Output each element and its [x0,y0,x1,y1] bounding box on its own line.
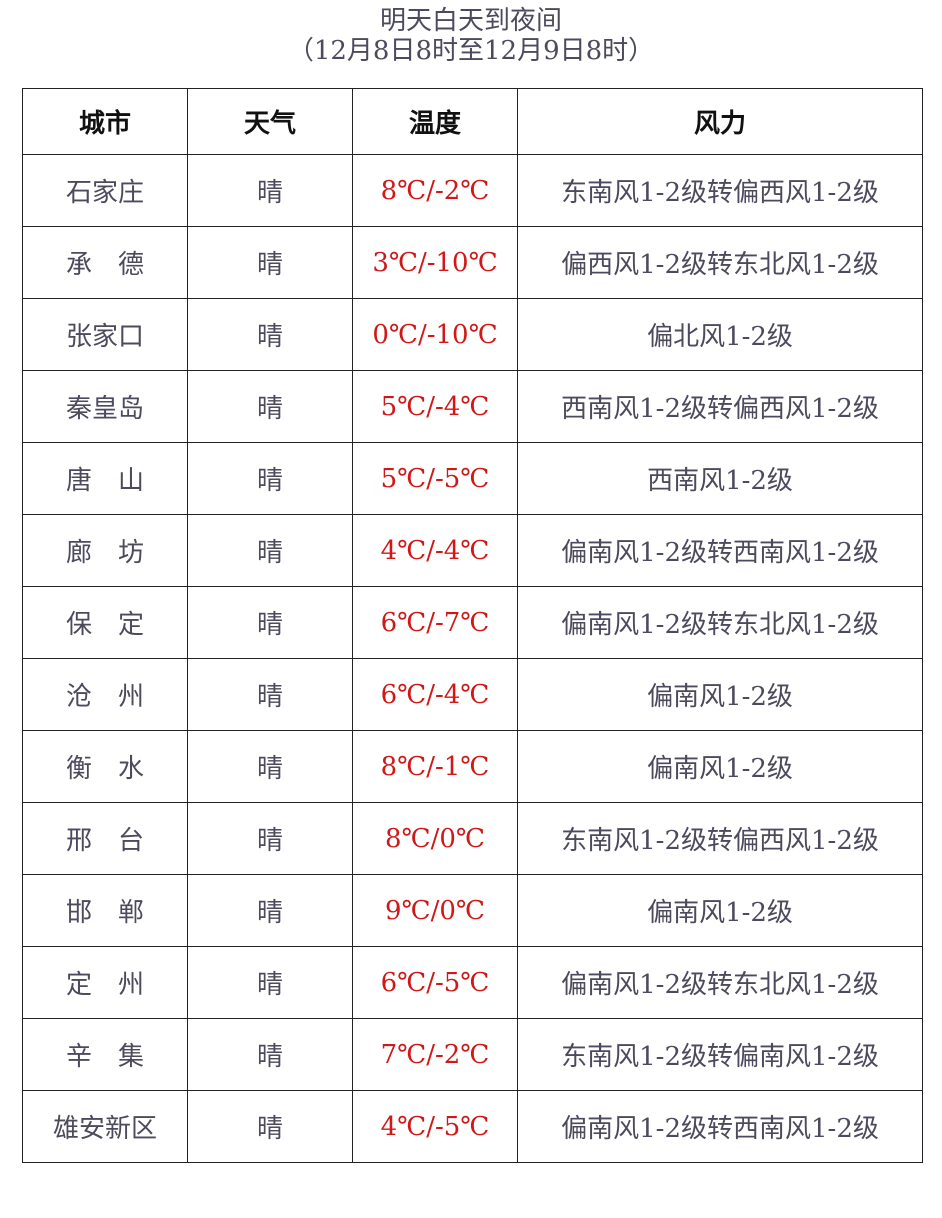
table-row: 邯 郸晴 9℃/0℃ 偏南风1-2级 [22,874,923,947]
cell-weather: 晴 [187,370,353,443]
cell-weather: 晴 [187,1018,353,1091]
cell-wind: 偏南风1-2级转东北风1-2级 [517,946,923,1019]
table-row: 衡 水晴 8℃/-1℃ 偏南风1-2级 [22,730,923,803]
cell-weather: 晴 [187,226,353,299]
cell-wind: 东南风1-2级转偏西风1-2级 [517,154,923,227]
table-row: 辛 集晴 7℃/-2℃ 东南风1-2级转偏南风1-2级 [22,1018,923,1091]
cell-weather: 晴 [187,658,353,731]
cell-city: 邢 台 [22,802,188,875]
cell-wind: 东南风1-2级转偏南风1-2级 [517,1018,923,1091]
cell-wind: 偏西风1-2级转东北风1-2级 [517,226,923,299]
cell-city: 辛 集 [22,1018,188,1091]
weather-table: 城市 天气 温度 风力 石家庄晴 8℃/-2℃ 东南风1-2级转偏西风1-2级承 德… [22,88,923,1163]
cell-city: 沧 州 [22,658,188,731]
cell-temperature: 8℃/-2℃ [352,154,518,227]
cell-wind: 偏南风1-2级 [517,658,923,731]
cell-city: 张家口 [22,298,188,371]
cell-city: 邯 郸 [22,874,188,947]
cell-temperature: 6℃/-7℃ [352,586,518,659]
cell-temperature: 8℃/0℃ [352,802,518,875]
cell-temperature: 5℃/-4℃ [352,370,518,443]
header-row: 城市 天气 温度 风力 [22,88,923,155]
table-row: 定 州晴 6℃/-5℃ 偏南风1-2级转东北风1-2级 [22,946,923,1019]
cell-weather: 晴 [187,1090,353,1163]
header-wind: 风力 [517,88,923,155]
header-weather: 天气 [187,88,353,155]
cell-temperature: 8℃/-1℃ [352,730,518,803]
cell-wind: 偏南风1-2级转西南风1-2级 [517,514,923,587]
cell-city: 承 德 [22,226,188,299]
table-row: 秦皇岛晴 5℃/-4℃ 西南风1-2级转偏西风1-2级 [22,370,923,443]
cell-weather: 晴 [187,586,353,659]
cell-temperature: 0℃/-10℃ [352,298,518,371]
cell-wind: 西南风1-2级 [517,442,923,515]
cell-city: 石家庄 [22,154,188,227]
cell-temperature: 6℃/-5℃ [352,946,518,1019]
cell-city: 唐 山 [22,442,188,515]
cell-weather: 晴 [187,442,353,515]
cell-wind: 偏北风1-2级 [517,298,923,371]
cell-city: 廊 坊 [22,514,188,587]
cell-wind: 偏南风1-2级转东北风1-2级 [517,586,923,659]
table-row: 石家庄晴 8℃/-2℃ 东南风1-2级转偏西风1-2级 [22,154,923,227]
table-row: 邢 台晴 8℃/0℃ 东南风1-2级转偏西风1-2级 [22,802,923,875]
cell-city: 定 州 [22,946,188,1019]
table-row: 唐 山晴 5℃/-5℃ 西南风1-2级 [22,442,923,515]
cell-city: 保 定 [22,586,188,659]
cell-wind: 偏南风1-2级 [517,874,923,947]
table-row: 沧 州晴 6℃/-4℃ 偏南风1-2级 [22,658,923,731]
cell-wind: 偏南风1-2级转西南风1-2级 [517,1090,923,1163]
cell-weather: 晴 [187,802,353,875]
cell-weather: 晴 [187,298,353,371]
cell-temperature: 6℃/-4℃ [352,658,518,731]
cell-weather: 晴 [187,730,353,803]
cell-temperature: 9℃/0℃ [352,874,518,947]
cell-wind: 东南风1-2级转偏西风1-2级 [517,802,923,875]
cell-temperature: 3℃/-10℃ [352,226,518,299]
cell-weather: 晴 [187,874,353,947]
table-row: 廊 坊晴 4℃/-4℃ 偏南风1-2级转西南风1-2级 [22,514,923,587]
header-city: 城市 [22,88,188,155]
page-title: 明天白天到夜间 [379,6,562,36]
cell-temperature: 7℃/-2℃ [352,1018,518,1091]
table-row: 雄安新区晴 4℃/-5℃ 偏南风1-2级转西南风1-2级 [22,1090,923,1163]
table-row: 张家口晴 0℃/-10℃ 偏北风1-2级 [22,298,923,371]
cell-temperature: 4℃/-5℃ [352,1090,518,1163]
cell-weather: 晴 [187,946,353,1019]
cell-wind: 西南风1-2级转偏西风1-2级 [517,370,923,443]
header-temperature: 温度 [352,88,518,155]
cell-weather: 晴 [187,154,353,227]
cell-wind: 偏南风1-2级 [517,730,923,803]
cell-city: 衡 水 [22,730,188,803]
cell-temperature: 5℃/-5℃ [352,442,518,515]
table-row: 承 德晴 3℃/-10℃ 偏西风1-2级转东北风1-2级 [22,226,923,299]
table-row: 保 定晴 6℃/-7℃ 偏南风1-2级转东北风1-2级 [22,586,923,659]
cell-city: 雄安新区 [22,1090,188,1163]
cell-city: 秦皇岛 [22,370,188,443]
cell-weather: 晴 [187,514,353,587]
page-subtitle: （12月8日8时至12月9日8时） [287,36,655,66]
cell-temperature: 4℃/-4℃ [352,514,518,587]
